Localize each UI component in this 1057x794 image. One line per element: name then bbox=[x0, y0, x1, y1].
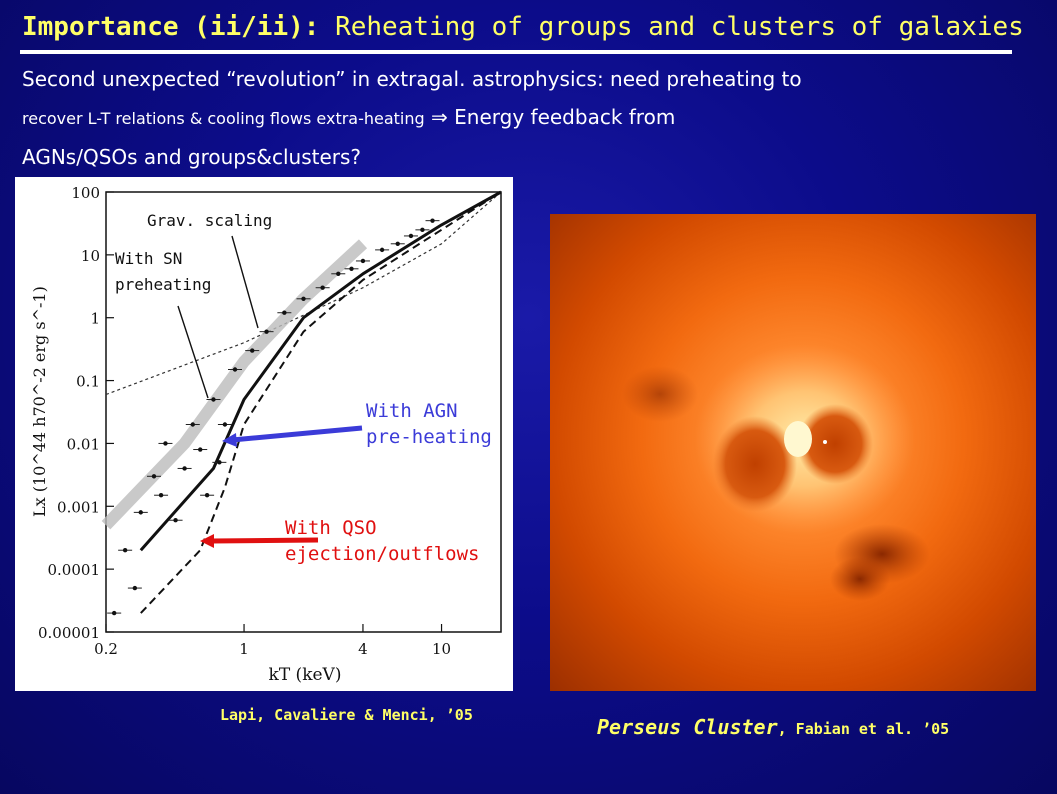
data-point bbox=[420, 227, 425, 233]
lx-kt-plot: 100 10 1 0.1 0.01 0.001 0.0001 0.00001 0.2 1 4 10 … bbox=[15, 177, 513, 691]
slide-body: Second unexpected “revolution” in extrag… bbox=[22, 60, 1037, 176]
perseus-cluster-image bbox=[550, 214, 1036, 691]
data-point bbox=[430, 218, 435, 223]
implies-arrow-icon: ⇒ bbox=[431, 105, 448, 129]
y-tick-label: 10 bbox=[81, 247, 100, 265]
x-tick-label: 1 bbox=[239, 640, 249, 658]
y-tick-label: 0.1 bbox=[76, 373, 100, 391]
data-point bbox=[158, 493, 164, 498]
caption-perseus: Perseus Cluster bbox=[597, 715, 778, 739]
data-point bbox=[336, 271, 341, 276]
data-point bbox=[301, 296, 306, 301]
data-point bbox=[163, 441, 168, 446]
body-line-2-small: recover L-T relations & cooling flows ex… bbox=[22, 109, 425, 128]
annotation-sn-1: With SN bbox=[115, 249, 183, 268]
annotation-agn-2: pre-heating bbox=[366, 426, 492, 448]
x-tick-label: 0.2 bbox=[94, 640, 118, 658]
data-point bbox=[173, 518, 178, 523]
data-point bbox=[408, 233, 414, 239]
series-curve-3 bbox=[139, 190, 502, 552]
data-point bbox=[111, 610, 117, 616]
y-tick-label: 0.01 bbox=[67, 435, 100, 453]
title-lead: Importance (ii/ii): bbox=[22, 12, 320, 42]
annotation-sn-2: preheating bbox=[115, 275, 212, 294]
data-point bbox=[211, 397, 216, 402]
data-point bbox=[264, 329, 269, 334]
annotation-qso-1: With QSO bbox=[285, 517, 377, 539]
data-point bbox=[151, 474, 157, 479]
x-tick-label: 10 bbox=[432, 640, 451, 658]
perseus-xray-render bbox=[622, 344, 930, 601]
data-point bbox=[250, 348, 255, 353]
y-tick-label: 0.00001 bbox=[38, 624, 100, 642]
y-axis-label: Lx (10^44 h70^-2 erg s^-1) bbox=[30, 286, 49, 517]
annotation-grav-scaling: Grav. scaling bbox=[147, 211, 273, 230]
data-point bbox=[320, 285, 325, 290]
y-tick-label: 0.001 bbox=[57, 498, 100, 516]
x-tick-label: 4 bbox=[358, 640, 368, 658]
data-point bbox=[138, 510, 143, 515]
annotation-qso-2: ejection/outflows bbox=[285, 543, 480, 565]
data-point bbox=[360, 258, 366, 264]
body-line-1: Second unexpected “revolution” in extrag… bbox=[22, 67, 802, 91]
data-point bbox=[182, 466, 187, 471]
annotation-agn-1: With AGN bbox=[366, 400, 458, 422]
title-divider bbox=[20, 50, 1012, 54]
title-rest: Reheating of groups and clusters of gala… bbox=[335, 12, 1024, 42]
data-point bbox=[379, 247, 385, 253]
caption-fabian: , Fabian et al. ’05 bbox=[777, 720, 950, 738]
y-tick-label: 100 bbox=[71, 184, 100, 202]
data-point bbox=[217, 460, 222, 465]
body-line-2: recover L-T relations & cooling flows ex… bbox=[22, 98, 1037, 138]
series-curve-2 bbox=[101, 239, 368, 530]
body-line-2-rest: Energy feedback from bbox=[454, 105, 676, 129]
data-point bbox=[349, 266, 354, 272]
data-point bbox=[282, 310, 287, 315]
data-point bbox=[204, 493, 210, 498]
y-tick-label: 1 bbox=[90, 310, 100, 328]
data-point bbox=[190, 422, 195, 427]
data-point bbox=[222, 422, 228, 427]
x-axis-label: kT (keV) bbox=[269, 665, 342, 685]
data-point bbox=[232, 367, 238, 372]
left-figure-caption: Lapi, Cavaliere & Menci, ’05 bbox=[220, 706, 473, 724]
data-point bbox=[122, 548, 128, 553]
right-figure-caption: Perseus Cluster, Fabian et al. ’05 bbox=[597, 715, 949, 739]
body-line-3: AGNs/QSOs and groups&clusters? bbox=[22, 145, 362, 169]
data-point bbox=[198, 447, 203, 452]
plot-frame bbox=[105, 191, 502, 633]
data-point bbox=[132, 585, 138, 591]
slide-title: Importance (ii/ii): Reheating of groups … bbox=[22, 12, 1024, 42]
y-tick-label: 0.0001 bbox=[48, 561, 101, 579]
data-point bbox=[395, 241, 400, 246]
